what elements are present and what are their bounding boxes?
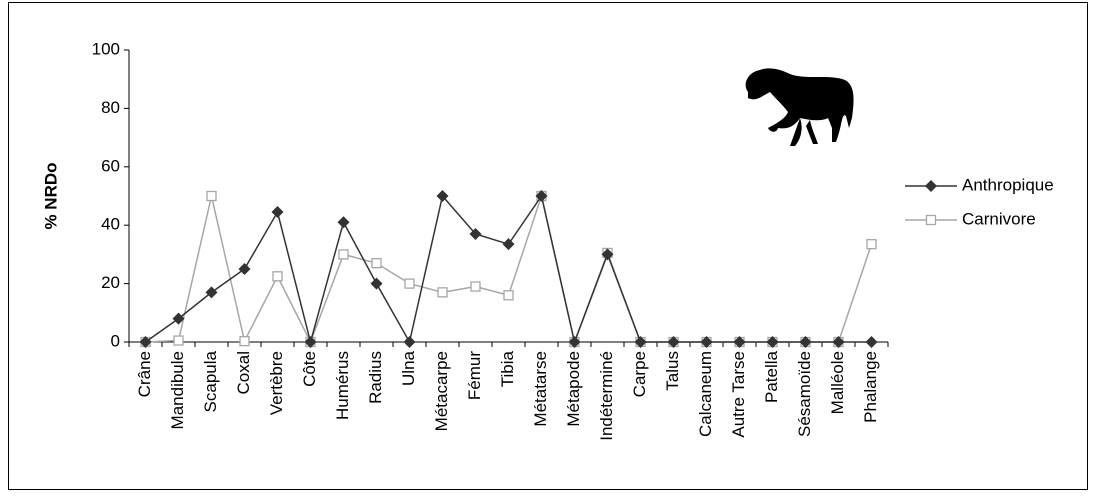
data-point	[139, 336, 152, 348]
data-point	[173, 335, 184, 346]
data-point	[634, 336, 647, 348]
data-point	[535, 190, 548, 202]
data-point	[865, 336, 878, 348]
y-tick-label: 100	[92, 39, 120, 58]
data-point	[502, 238, 515, 251]
data-point	[568, 336, 581, 348]
data-point	[866, 239, 877, 250]
data-point	[469, 227, 482, 240]
data-point	[205, 286, 218, 299]
x-tick-label: Radius	[366, 351, 385, 404]
data-point	[172, 312, 185, 325]
data-point	[304, 336, 317, 348]
x-tick-label: Malléole	[828, 351, 847, 414]
data-point	[437, 287, 448, 298]
data-point	[503, 290, 514, 301]
data-point	[272, 271, 283, 282]
y-tick-label: 80	[101, 98, 120, 117]
x-tick-label: Coxal	[234, 351, 253, 394]
chart-border	[8, 2, 1088, 490]
data-point	[733, 336, 746, 348]
data-point	[403, 336, 416, 348]
data-point	[371, 258, 382, 269]
data-point	[700, 336, 713, 348]
x-tick-label: Humérus	[333, 351, 352, 420]
x-tick-label: Vertèbre	[267, 351, 286, 415]
x-tick-label: Crâne	[135, 351, 154, 397]
x-tick-label: Patella	[762, 350, 781, 403]
y-tick-label: 0	[111, 331, 120, 350]
x-tick-label: Talus	[663, 351, 682, 391]
data-point	[238, 263, 251, 275]
data-point	[766, 336, 779, 348]
legend-label: Carnivore	[962, 209, 1036, 228]
legend-label: Anthropique	[962, 175, 1054, 194]
x-tick-label: Scapula	[201, 350, 220, 412]
data-point	[239, 335, 250, 347]
data-point	[206, 190, 217, 202]
y-tick-label: 40	[101, 215, 120, 234]
x-tick-label: Carpe	[630, 351, 649, 397]
x-tick-label: Fémur	[465, 351, 484, 400]
data-point	[404, 278, 415, 289]
data-point	[832, 336, 845, 348]
legend-marker	[925, 180, 937, 192]
x-tick-label: Indéterminé	[597, 351, 616, 441]
data-point	[337, 216, 350, 229]
data-point	[799, 336, 812, 348]
data-point	[436, 190, 449, 202]
data-point	[370, 277, 383, 290]
data-point	[338, 249, 349, 260]
x-tick-label: Mandibule	[168, 351, 187, 429]
x-tick-label: Métacarpe	[432, 351, 451, 431]
x-tick-label: Métapode	[564, 351, 583, 427]
x-tick-label: Tibia	[498, 350, 517, 387]
data-point	[470, 281, 481, 292]
data-point	[601, 248, 614, 261]
y-axis-label: % NRDo	[41, 162, 60, 229]
x-tick-label: Côte	[300, 351, 319, 387]
horse-icon	[745, 68, 854, 146]
x-tick-label: Autre Tarse	[729, 351, 748, 438]
y-tick-label: 20	[101, 273, 120, 292]
x-tick-label: Sésamoïde	[795, 351, 814, 437]
y-tick-label: 60	[101, 156, 120, 175]
data-point	[667, 336, 680, 348]
x-tick-label: Calcaneum	[696, 351, 715, 437]
x-tick-label: Métatarse	[531, 351, 550, 427]
x-tick-label: Ulna	[399, 350, 418, 386]
legend-marker	[925, 214, 937, 226]
data-point	[271, 206, 284, 219]
x-tick-label: Phalange	[861, 351, 880, 423]
